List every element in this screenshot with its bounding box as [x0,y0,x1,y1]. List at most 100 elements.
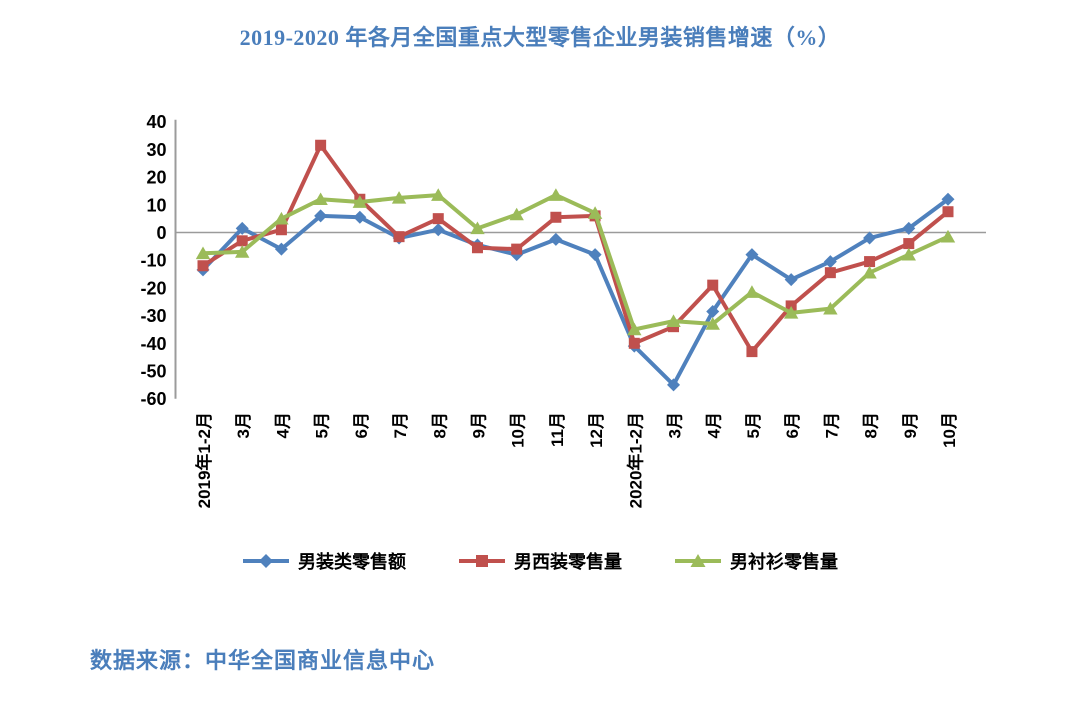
series-line [201,143,950,354]
square-marker-icon [432,213,444,225]
diamond-marker-icon [588,248,602,262]
x-tick-label: 2019年1-2月 [194,412,214,508]
chart-title: 2019-2020 年各月全国重点大型零售企业男装销售增速（%） [239,25,841,50]
x-tick-label: 8月 [862,412,881,438]
square-marker-icon [275,224,287,236]
y-tick-label: 0 [156,223,166,243]
legend-label: 男西装零售量 [514,552,622,572]
diamond-marker-icon [823,255,837,269]
square-marker-icon [746,346,758,358]
x-tick-label: 9月 [469,412,488,438]
data-source-note: 数据来源：中华全国商业信息中心 [90,648,436,673]
triangle-marker-icon [940,229,956,243]
triangle-marker-icon [548,188,564,201]
diamond-marker-icon [353,210,367,224]
triangle-marker-icon [313,192,328,206]
x-tick-label: 5月 [313,412,332,438]
legend-item-suit-volume: 男西装零售量 [458,548,622,574]
chart-legend: 男装类零售额 男西装零售量 男衬衫零售量 [0,548,1080,574]
y-tick-label: 10 [146,195,166,215]
legend-label: 男装类零售额 [298,552,406,572]
y-tick-label: -40 [140,334,166,354]
square-marker-icon [550,211,562,223]
x-tick-label: 6月 [352,412,371,438]
triangle-marker-icon [823,301,838,315]
square-marker-icon [707,279,719,291]
y-tick-label: -30 [140,306,166,326]
diamond-marker-icon [706,304,720,318]
y-tick-label: -60 [140,389,166,409]
triangle-marker-icon [587,206,603,219]
x-tick-label: 3月 [234,412,253,438]
square-marker-icon [315,139,327,151]
legend-item-menswear-sales: 男装类零售额 [242,548,406,574]
square-marker-icon [942,206,954,218]
square-marker-icon [864,256,876,268]
triangle-marker-icon [235,245,250,258]
diamond-marker-icon [745,248,759,262]
y-tick-label: -10 [140,251,166,271]
diamond-marker-icon [902,221,916,235]
legend-label: 男衬衫零售量 [730,552,838,572]
triangle-marker-icon [391,191,407,204]
square-marker-icon [236,235,248,247]
x-tick-label: 5月 [744,412,763,438]
triangle-marker-icon [783,306,799,319]
x-tick-label: 10月 [509,412,528,448]
series-line [201,197,950,387]
legend-item-shirt-volume: 男衬衫零售量 [674,548,838,574]
square-marker-icon [393,231,405,243]
series-line [202,193,949,332]
diamond-marker-icon [274,242,288,256]
x-tick-label: 4月 [273,412,292,438]
series-triangle [195,188,956,336]
triangle-marker-icon [666,314,681,327]
diamond-marker-icon [235,221,249,235]
triangle-marker-icon [901,247,916,261]
triangle-marker-icon [675,554,721,567]
square-marker-icon [628,337,640,349]
triangle-marker-icon [862,265,877,279]
x-tick-label: 12月 [587,412,606,448]
x-tick-label: 3月 [666,412,685,438]
triangle-marker-icon [352,195,368,208]
triangle-marker-icon [195,246,211,260]
diamond-marker-icon [431,223,445,237]
triangle-marker-icon [274,211,289,225]
x-tick-label: 7月 [822,412,841,438]
diamond-marker-icon [863,231,877,245]
y-tick-label: 40 [146,112,166,132]
triangle-marker-icon [744,285,760,298]
square-marker-icon [511,243,523,255]
x-tick-label: 8月 [430,412,449,438]
triangle-marker-icon [705,317,720,330]
square-marker-icon [197,260,209,272]
diamond-marker-icon [941,192,955,206]
y-tick-label: 30 [146,140,166,160]
square-marker-icon [459,555,505,567]
diamond-marker-icon [549,232,563,246]
x-tick-label: 4月 [705,412,724,438]
diamond-marker-icon [667,378,681,392]
square-marker-icon [824,267,836,279]
series-diamond [196,192,955,392]
x-tick-label: 11月 [548,412,567,447]
triangle-marker-icon [431,188,446,201]
square-marker-icon [785,300,797,312]
triangle-marker-icon [509,207,524,221]
x-tick-label: 9月 [901,412,920,438]
x-tick-label: 6月 [783,412,802,438]
x-tick-label: 10月 [940,412,959,448]
square-marker-icon [471,242,483,254]
y-tick-label: 20 [146,168,166,188]
x-tick-label: 7月 [391,412,410,438]
y-tick-label: -50 [140,362,166,382]
square-marker-icon [903,238,915,250]
diamond-marker-icon [314,209,328,223]
triangle-marker-icon [470,221,485,235]
triangle-marker-icon [627,322,642,336]
y-tick-label: -20 [140,278,166,298]
diamond-marker-icon [243,554,289,568]
